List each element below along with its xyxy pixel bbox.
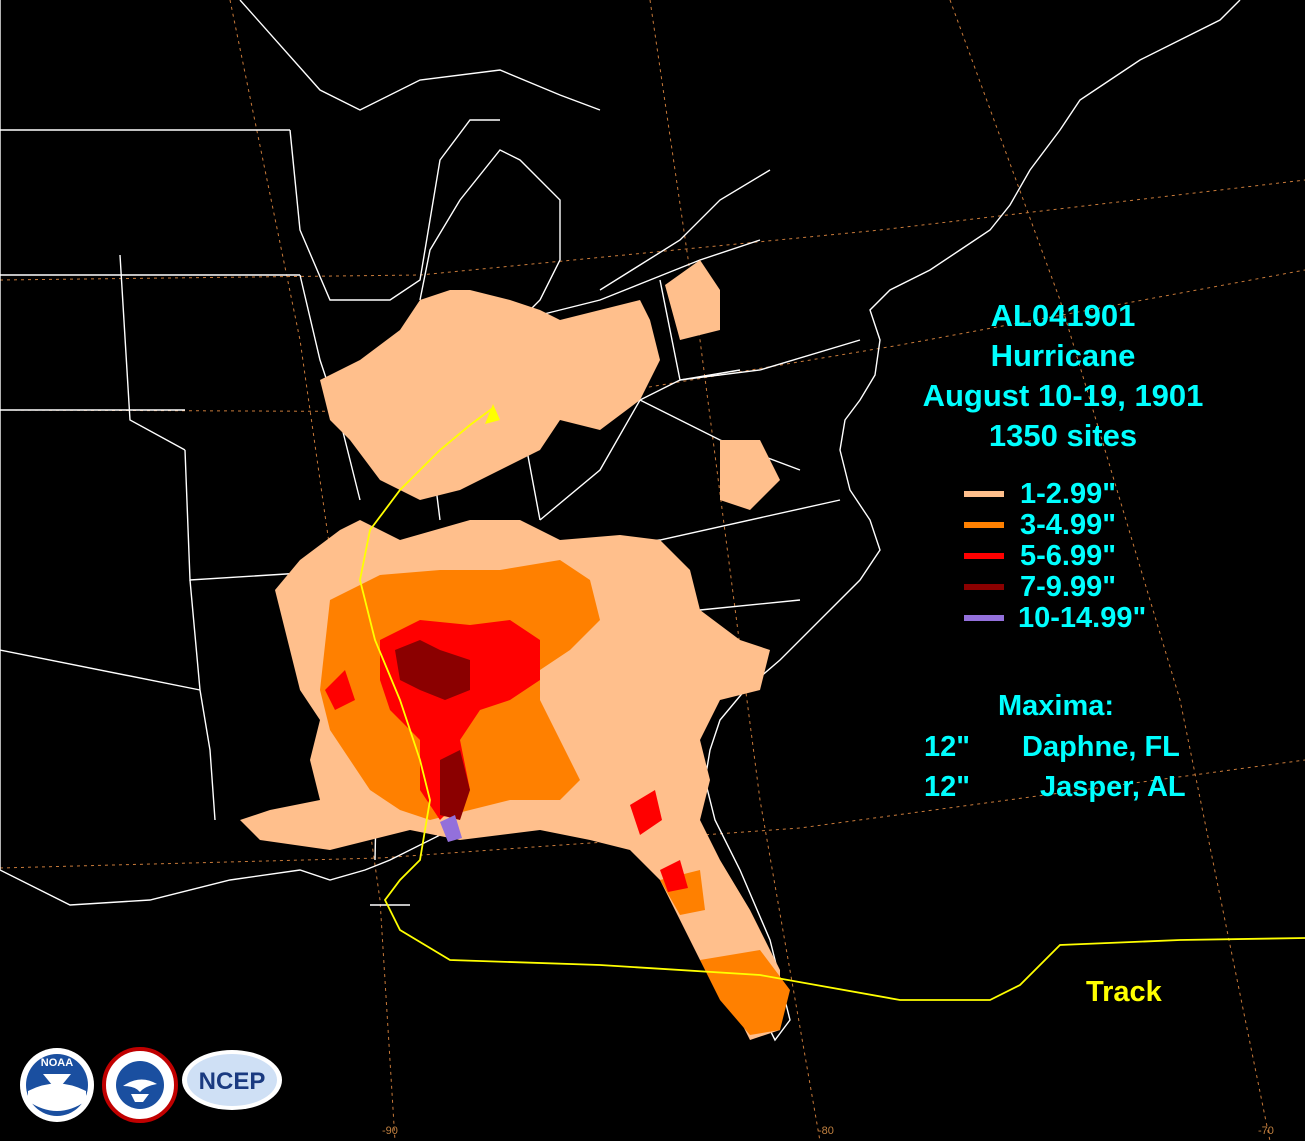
rain-zone-very-heavy	[395, 640, 470, 700]
legend-swatch	[964, 584, 1004, 590]
longitude-tick: -90	[382, 1125, 398, 1137]
rain-zone-light-east	[720, 440, 780, 510]
legend-label: 1-2.99"	[1020, 478, 1116, 510]
site-count: 1350 sites	[988, 418, 1138, 453]
svg-text:NOAA: NOAA	[41, 1057, 73, 1069]
legend-swatch	[964, 553, 1004, 559]
noaa-logo: NOAA	[20, 1048, 94, 1122]
legend-label: 10-14.99"	[1018, 602, 1147, 634]
ncep-logo: NCEP	[182, 1050, 282, 1110]
legend-label: 3-4.99"	[1020, 509, 1116, 541]
svg-text:NCEP: NCEP	[199, 1068, 266, 1095]
track-arrow-icon	[485, 404, 500, 424]
nws-logo	[102, 1047, 178, 1123]
rain-zone-light-ne	[665, 260, 720, 340]
longitude-tick: -70	[1258, 1125, 1274, 1137]
title-block: AL041901 Hurricane August 10-19, 1901 13…	[900, 296, 1226, 456]
legend-label: 5-6.99"	[1020, 540, 1116, 572]
rain-zone-very-heavy-s	[440, 750, 470, 820]
rain-zone-extreme	[440, 815, 462, 842]
maxima-value-1: 12"	[924, 731, 971, 763]
maxima-value-2: 12"	[924, 771, 971, 803]
legend-swatch	[964, 522, 1004, 528]
maxima-heading: Maxima:	[998, 690, 1115, 722]
storm-track	[359, 407, 1305, 1001]
storm-dates: August 10-19, 1901	[922, 378, 1204, 413]
storm-id: AL041901	[990, 298, 1136, 333]
rain-zone-moderate-fl	[700, 950, 790, 1035]
rainfall-shading	[240, 260, 790, 1040]
legend-label: 7-9.99"	[1020, 571, 1116, 603]
rain-zone-heavy-ga	[630, 790, 662, 835]
rain-zone-heavy-fl	[660, 860, 688, 892]
storm-type: Hurricane	[990, 338, 1136, 373]
track-label: Track	[1086, 976, 1162, 1008]
legend-swatch	[964, 615, 1004, 621]
rain-zone-heavy-w	[325, 670, 355, 710]
rain-zone-light-north	[320, 290, 660, 500]
legend-swatch	[964, 491, 1004, 497]
longitude-tick: -80	[818, 1125, 834, 1137]
maxima-location-1: Daphne, FL	[1022, 731, 1180, 763]
maxima-location-2: Jasper, AL	[1040, 771, 1186, 803]
